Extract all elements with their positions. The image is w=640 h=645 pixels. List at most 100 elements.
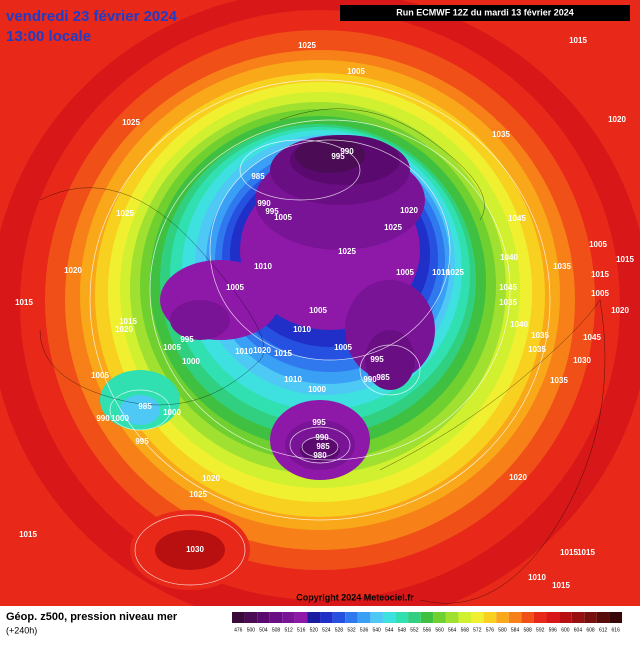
scale-label: 592	[536, 627, 545, 633]
scale-label: 524	[322, 627, 331, 633]
scale-label: 608	[586, 627, 595, 633]
scale-label: 552	[410, 627, 419, 633]
coastlines	[39, 108, 606, 604]
scale-label: 564	[448, 627, 457, 633]
isobar-label: 1035	[553, 262, 571, 271]
scale-label: 572	[473, 627, 482, 633]
isobar-label: 995	[265, 207, 279, 216]
isobar-label: 1020	[253, 346, 271, 355]
scale-swatch	[458, 612, 472, 623]
isobar-label: 1015	[560, 548, 578, 557]
isobar-label: 1025	[384, 223, 402, 232]
isobar-label: 1035	[550, 376, 568, 385]
isobar-label: 985	[251, 172, 265, 181]
isobar-label: 1025	[122, 118, 140, 127]
scale-swatch	[521, 612, 534, 623]
isobar-label: 1025	[116, 209, 134, 218]
isobar-label: 1040	[500, 253, 518, 262]
scale-swatch	[546, 612, 560, 623]
isobar-label: 1010	[254, 262, 272, 271]
isobar-label: 1005	[591, 289, 609, 298]
scale-swatch	[244, 612, 258, 623]
isobar-label: 1000	[182, 357, 200, 366]
isobar-label: 1015	[19, 530, 37, 539]
scale-swatch	[609, 612, 622, 623]
scale-label: 476	[234, 627, 243, 633]
isobar-label: 1015	[552, 581, 570, 590]
scale-swatch	[370, 612, 383, 623]
scale-label: 548	[398, 627, 407, 633]
isobar-label: 1035	[528, 345, 546, 354]
isobar-label: 1045	[508, 214, 526, 223]
isobar-label: 1005	[163, 343, 181, 352]
isobar-label: 1010	[432, 268, 450, 277]
isobar-label: 1045	[583, 333, 601, 342]
scale-label: 560	[435, 627, 444, 633]
scale-swatch	[471, 612, 484, 623]
isobar-label: 990	[340, 147, 354, 156]
scale-label: 516	[297, 627, 306, 633]
scale-swatch	[445, 612, 459, 623]
isobar-label: 995	[312, 418, 326, 427]
isobar-label: 1015	[591, 270, 609, 279]
isobar-label: 1030	[186, 545, 204, 554]
copyright: Copyright 2024 Meteociel.fr	[296, 592, 414, 602]
scale-label: 568	[461, 627, 470, 633]
isobar-label: 1005	[91, 371, 109, 380]
scale-swatch	[496, 612, 509, 623]
isobar-lines	[89, 79, 551, 586]
scale-swatch	[332, 612, 346, 623]
isobar-label: 1000	[111, 414, 129, 423]
scale-label: 576	[486, 627, 495, 633]
scale-label: 612	[599, 627, 608, 633]
color-scale: 476 500 504 508 512 516 520 524 528 532 536 540 544 5…	[232, 612, 622, 633]
isobar-label: 1015	[577, 548, 595, 557]
isobar-label: 1035	[531, 331, 549, 340]
isobar-label: 1020	[64, 266, 82, 275]
isobar-label: 1005	[309, 306, 327, 315]
run-box	[340, 5, 630, 21]
isobar-label: 1020	[608, 115, 626, 124]
scale-label: 532	[347, 627, 356, 633]
field-band	[170, 300, 230, 340]
field-band	[365, 330, 415, 390]
scale-label: 512	[284, 627, 293, 633]
isobar-label: 985	[316, 442, 330, 451]
isobar-label: 1015	[274, 349, 292, 358]
scale-swatch	[483, 612, 497, 623]
valid-date: vendredi 23 février 2024	[6, 8, 178, 25]
isobar-label: 1000	[308, 385, 326, 394]
isobar-label: 1020	[115, 325, 133, 334]
isobar-labels: 1025101510051020102510359909959859909951…	[15, 36, 634, 590]
scale-swatch	[533, 612, 547, 623]
field-band	[300, 438, 340, 462]
scale-label: 536	[360, 627, 369, 633]
isobar-label: 1015	[119, 317, 137, 326]
scale-swatch	[345, 612, 358, 623]
scale-label: 616	[612, 627, 621, 633]
isobar-label: 1005	[396, 268, 414, 277]
scale-label: 596	[549, 627, 558, 633]
local-time: 13:00 locale	[6, 28, 91, 45]
isobar-label: 1020	[400, 206, 418, 215]
scale-label: 588	[523, 627, 532, 633]
isobar-label: 1015	[569, 36, 587, 45]
scale-swatch	[508, 612, 522, 623]
scale-swatch	[420, 612, 434, 623]
field-band	[295, 137, 365, 173]
isobar-label: 1035	[492, 130, 510, 139]
isobar-label: 1030	[573, 356, 591, 365]
run-info: Run ECMWF 12Z du mardi 13 février 2024	[396, 7, 574, 17]
isobar-label: 1045	[499, 283, 517, 292]
scale-swatch	[269, 612, 283, 623]
isobar-label: 1025	[189, 490, 207, 499]
isobar-label: 1010	[235, 347, 253, 356]
scale-label: 540	[373, 627, 382, 633]
isobar-label: 1005	[334, 343, 352, 352]
scale-swatch	[559, 612, 572, 623]
isobar-label: 1015	[616, 255, 634, 264]
scale-swatch	[571, 612, 585, 623]
scale-swatch	[382, 612, 396, 623]
isobar-label: 990	[257, 199, 271, 208]
scale-label: 520	[310, 627, 319, 633]
